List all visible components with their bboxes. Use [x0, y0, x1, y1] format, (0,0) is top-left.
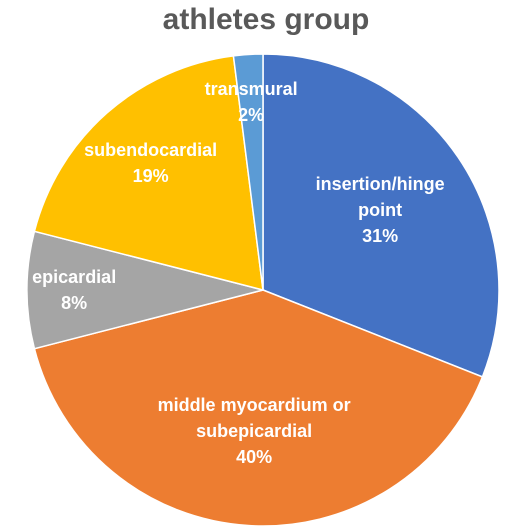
pie-slice	[33, 289, 484, 527]
category-label: transmural	[204, 78, 298, 99]
value-label: 2%	[238, 104, 265, 125]
pie-slice	[262, 53, 500, 378]
chart-title: athletes group	[162, 3, 370, 36]
value-label: 31%	[362, 226, 399, 247]
slice-label: epicardial 8%	[14, 264, 134, 316]
category-label: insertion/hinge point	[315, 174, 445, 221]
slice-label: middle myocardium or subepicardial 40%	[154, 392, 354, 470]
value-label: 40%	[236, 447, 273, 468]
category-label: subendocardial	[84, 139, 218, 160]
category-label: epicardial	[32, 267, 117, 287]
slice-label: subendocardial 19%	[76, 137, 226, 189]
category-label: middle myocardium or subepicardial	[157, 395, 351, 442]
slice-label: insertion/hinge point 31%	[305, 171, 455, 249]
pie-slice	[26, 230, 264, 350]
value-label: 8%	[61, 293, 88, 313]
value-label: 19%	[132, 165, 169, 186]
pie-slice	[232, 53, 264, 291]
pie-slice	[33, 55, 264, 292]
slice-label: transmural 2%	[196, 76, 306, 128]
